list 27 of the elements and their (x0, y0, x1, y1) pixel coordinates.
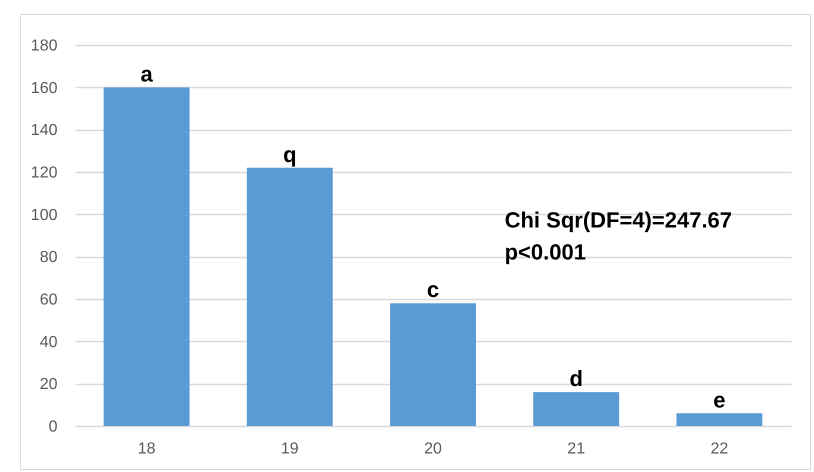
y-tick-label: 60 (40, 292, 58, 308)
x-tick-label: 21 (567, 440, 586, 458)
data-label: d (569, 366, 583, 392)
y-tick-label: 160 (30, 80, 58, 97)
bar (533, 392, 620, 426)
bar (390, 303, 476, 426)
data-label: q (283, 142, 297, 167)
y-tick-label: 80 (40, 249, 58, 266)
y-tick-label: 0 (48, 418, 58, 436)
x-tick-label: 18 (138, 440, 156, 458)
bar (104, 87, 190, 426)
data-label: a (140, 61, 154, 86)
x-tick-label: 22 (710, 440, 728, 458)
x-tick-label: 20 (424, 440, 442, 458)
y-tick-label: 120 (30, 164, 58, 182)
data-label: e (713, 387, 726, 412)
bar (676, 413, 762, 426)
bar (246, 168, 333, 426)
y-tick-label: 180 (30, 38, 58, 54)
annotation: p<0.001 (504, 239, 586, 264)
annotation: Chi Sqr(DF=4)=247.67 (504, 207, 732, 232)
y-tick-label: 40 (40, 334, 58, 351)
y-tick-label: 140 (30, 122, 58, 140)
y-tick-label: 100 (30, 206, 58, 224)
x-tick-label: 19 (280, 440, 299, 458)
y-tick-label: 20 (40, 376, 58, 394)
data-label: c (426, 277, 440, 302)
